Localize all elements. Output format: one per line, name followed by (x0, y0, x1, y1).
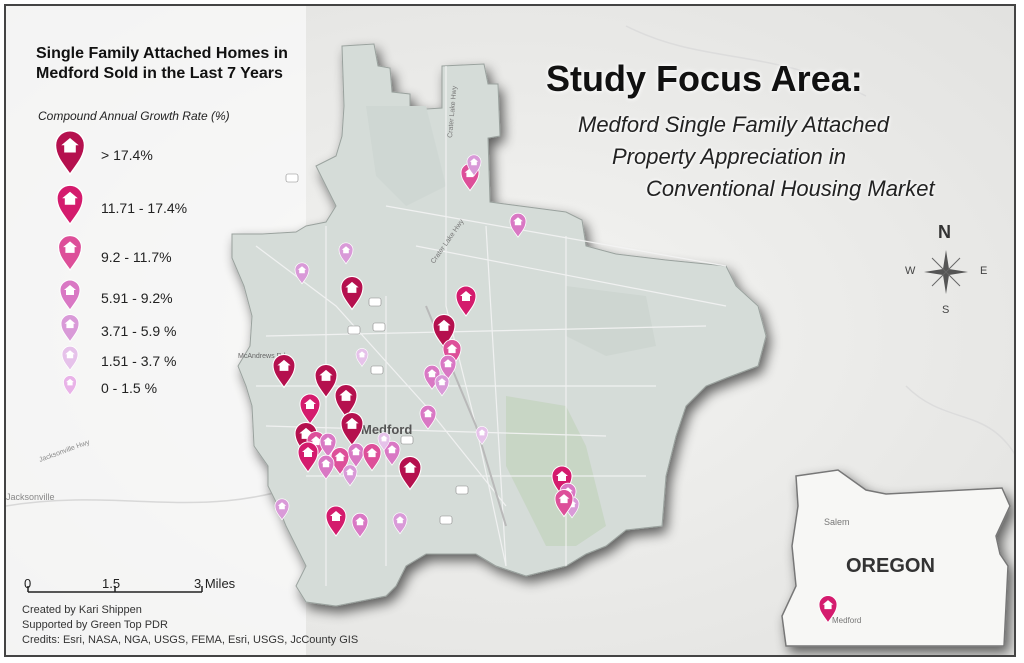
location-pin-icon (818, 595, 838, 624)
property-pin-icon (509, 212, 527, 238)
legend-pin-icon (57, 235, 83, 272)
property-pin-icon (434, 374, 450, 397)
legend-pin-icon (54, 130, 86, 176)
property-pin-icon (439, 354, 457, 380)
property-pin-icon (419, 404, 437, 430)
legend-pin-icon (61, 345, 79, 371)
legend-pin-icon (63, 375, 77, 396)
property-pin-icon (274, 498, 290, 521)
town-label: Jacksonville (6, 492, 55, 502)
property-pin-icon (362, 443, 382, 472)
credit-author: Created by Kari Shippen (22, 604, 142, 616)
subtitle-line: Medford Single Family Attached (578, 112, 889, 137)
property-pin-icon (297, 441, 319, 473)
compass-west: W (905, 265, 916, 277)
property-pin-icon (299, 393, 321, 425)
oregon-inset-map (781, 469, 1011, 647)
property-pin-icon (340, 411, 364, 447)
inset-state-label: OREGON (846, 555, 935, 577)
terrain-road (905, 385, 1014, 455)
highway-label: Crater Lake Hwy (447, 85, 459, 138)
legend-pin-icon (60, 314, 80, 343)
inset-city-label: Salem (824, 517, 850, 527)
legend-label: 9.2 - 11.7% (101, 249, 172, 265)
legend-symbols (54, 130, 86, 396)
property-pin-icon (272, 353, 296, 389)
terrain-road (625, 25, 867, 97)
scale-tick-label: 0 (24, 576, 32, 591)
property-markers (272, 154, 580, 538)
property-pin-icon (342, 464, 358, 487)
property-pin-icon (347, 442, 365, 468)
compass-north: N (938, 222, 951, 242)
property-pin-icon (466, 154, 482, 177)
property-pin-icon (475, 426, 489, 445)
inset-city-label: Medford (832, 616, 861, 625)
property-pin-icon (319, 432, 337, 458)
subtitle-line: Property Appreciation in (612, 144, 846, 169)
legend-label: 11.71 - 17.4% (101, 200, 188, 216)
property-pin-icon (554, 489, 574, 518)
property-pin-icon (455, 285, 477, 317)
property-pin-icon (314, 363, 338, 399)
property-pin-icon (383, 440, 401, 466)
legend-subtitle: Compound Annual Growth Rate (%) (38, 109, 230, 123)
property-pin-icon (317, 454, 335, 480)
credit-support: Supported by Green Top PDR (22, 619, 168, 631)
highway-shields (285, 173, 469, 525)
property-pin-icon (351, 512, 369, 538)
property-pin-icon (325, 505, 347, 537)
subtitle-line: Conventional Housing Market (646, 176, 935, 201)
legend-label: 1.51 - 3.7 % (101, 353, 177, 369)
property-pin-icon (398, 455, 422, 491)
property-pin-icon (392, 512, 408, 535)
legend-label: > 17.4% (101, 147, 153, 163)
legend-title: Single Family Attached Homes in Medford … (36, 45, 288, 82)
credit-sources: Credits: Esri, NASA, NGA, USGS, FEMA, Es… (22, 634, 359, 646)
property-pin-icon (334, 383, 358, 419)
legend-label: 0 - 1.5 % (101, 380, 158, 396)
property-pin-icon (355, 348, 369, 367)
legend-label: 5.91 - 9.2% (101, 290, 173, 306)
map-frame: Medford Crater Lake Hwy Crater Lake Hwy … (4, 4, 1016, 657)
scale-bar (27, 586, 203, 593)
street-label: McAndrews Rd (238, 353, 286, 360)
map-title: Study Focus Area: (546, 58, 863, 99)
map-canvas: Medford Crater Lake Hwy Crater Lake Hwy … (6, 6, 1014, 655)
property-pin-icon (340, 275, 364, 311)
compass-rose (924, 250, 968, 294)
medford-city-limits (231, 43, 767, 607)
property-pin-icon (377, 432, 391, 451)
legend-label: 3.71 - 5.9 % (101, 323, 177, 339)
legend-pin-icon (56, 184, 84, 226)
city-label: Medford (361, 422, 412, 437)
property-pin-icon (338, 242, 354, 265)
property-pin-icon (432, 313, 456, 349)
scale-tick-label: 3 Miles (194, 576, 236, 591)
medford-location-marker (818, 595, 838, 624)
street-grid (255, 66, 727, 586)
compass-east: E (980, 265, 988, 277)
legend-pin-icon (59, 279, 81, 311)
property-pin-icon (294, 262, 310, 285)
compass-south: S (942, 304, 950, 316)
scale-tick-label: 1.5 (102, 576, 121, 591)
